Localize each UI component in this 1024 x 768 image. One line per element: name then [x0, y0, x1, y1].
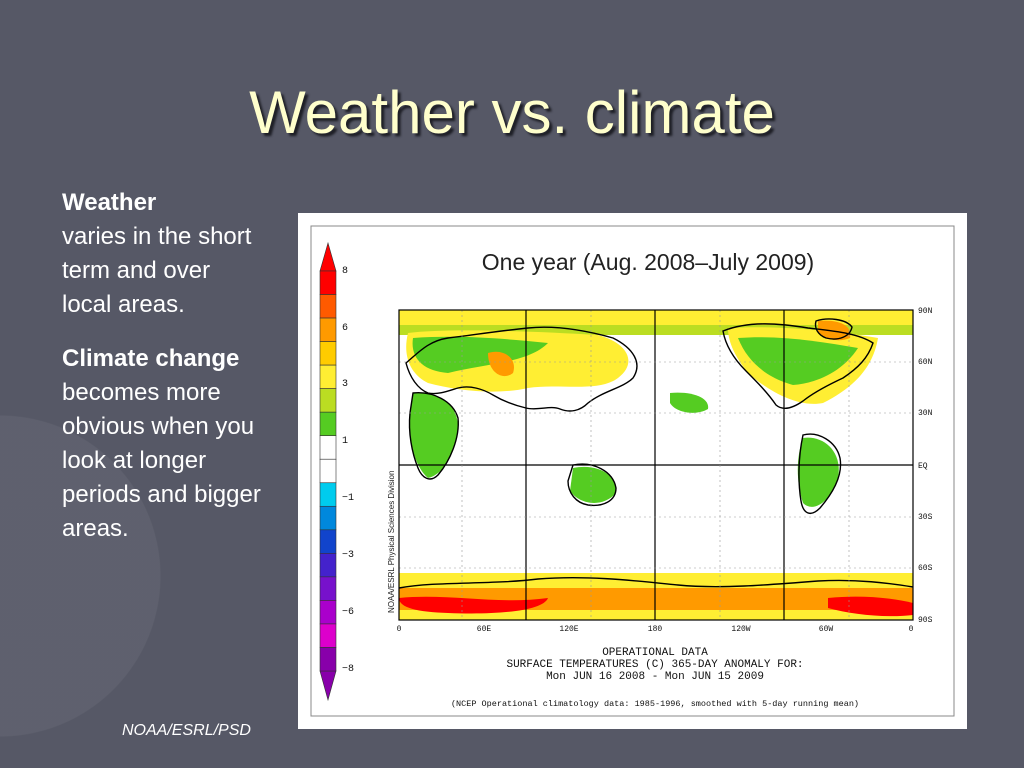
colorbar-segment: [319, 505, 337, 531]
colorbar-segment: [319, 294, 337, 319]
colorbar-label: −8: [342, 664, 354, 675]
longitude-label: 0: [909, 625, 914, 634]
greenland-orange: [818, 320, 851, 341]
colorbar-label: 6: [342, 323, 348, 334]
colorbar-segment: [319, 435, 337, 460]
map-border: [398, 309, 914, 621]
map-area: [398, 309, 914, 621]
side-credit-label: NOAA/ESRL Physical Sciences Division: [387, 471, 396, 613]
anomaly-map-figure: 8 6 3 1 −1 −3 −6 −8 NOAA/ESRL Physical Sciences…: [298, 213, 967, 729]
colorbar-segment: [319, 553, 337, 578]
latitude-label: 30S: [918, 513, 933, 522]
weather-term: Weather: [62, 189, 157, 216]
colorbar-label: 1: [342, 436, 348, 447]
latitude-label: 90S: [918, 616, 933, 625]
antarctic-red-west: [399, 596, 548, 614]
africa-green: [409, 392, 458, 478]
colorbar-segment: [319, 388, 337, 413]
longitude-label: 180: [648, 625, 663, 634]
colorbar-segment: [319, 317, 337, 342]
latitude-label: 60S: [918, 564, 933, 573]
pacific-green: [670, 392, 709, 413]
america-south: [797, 437, 839, 507]
colorbar-segment: [319, 458, 337, 484]
anomaly-map-svg: 8 6 3 1 −1 −3 −6 −8 NOAA/ESRL Physical Sciences…: [310, 225, 955, 717]
longitude-label: 0: [397, 625, 402, 634]
colorbar-segment: [319, 341, 337, 366]
map-overlay-title: One year (Aug. 2008–July 2009): [482, 249, 814, 275]
longitude-label: 120W: [731, 625, 750, 634]
colorbar-segment: [319, 600, 337, 625]
longitude-label: 60E: [477, 625, 492, 634]
longitude-label: 60W: [819, 625, 834, 634]
map-dotted-gridlines: [399, 310, 913, 620]
climate-term: Climate change: [62, 345, 240, 372]
colorbar: [319, 241, 337, 702]
weather-paragraph: Weather varies in the short term and ove…: [62, 186, 262, 322]
image-credit: NOAA/ESRL/PSD: [122, 722, 251, 739]
latitude-label: 90N: [918, 307, 933, 316]
coastlines: [398, 318, 914, 589]
colorbar-label: 3: [342, 379, 348, 390]
eurasia-green: [412, 336, 548, 373]
colorbar-segment: [319, 270, 337, 295]
asia-orange: [488, 351, 514, 377]
colorbar-segment: [319, 576, 337, 601]
colorbar-segment: [319, 647, 337, 672]
colorbar-segment: [319, 623, 337, 648]
arctic-band-edge: [399, 325, 913, 335]
colorbar-label: 8: [342, 266, 348, 277]
america-green: [738, 337, 858, 385]
text-column: Weather varies in the short term and ove…: [62, 186, 262, 566]
climate-paragraph: Climate change becomes more obvious when…: [62, 342, 262, 546]
colorbar-segment: [319, 529, 337, 554]
caption-line-3: Mon JUN 16 2008 - Mon JUN 15 2009: [546, 671, 764, 683]
longitude-label: 120E: [559, 625, 578, 634]
colorbar-label: −1: [342, 493, 354, 504]
colorbar-segment: [319, 364, 337, 389]
map-gridlines: [399, 310, 913, 620]
caption-note: (NCEP Operational climatology data: 1985…: [451, 699, 859, 709]
latitude-label: 60N: [918, 358, 933, 367]
latitude-label: EQ: [918, 462, 928, 471]
australia-green: [570, 466, 617, 503]
colorbar-label: −6: [342, 607, 354, 618]
latitude-label: 30N: [918, 409, 933, 418]
colorbar-segment: [319, 482, 337, 507]
colorbar-segment: [319, 411, 337, 437]
caption-line-1: OPERATIONAL DATA: [602, 647, 708, 659]
climate-text: becomes more obvious when you look at lo…: [62, 379, 261, 542]
colorbar-label: −3: [342, 550, 354, 561]
caption-line-2: SURFACE TEMPERATURES (C) 365-DAY ANOMALY…: [506, 659, 803, 671]
slide-title: Weather vs. climate: [249, 79, 775, 146]
weather-text: varies in the short term and over local …: [62, 223, 252, 318]
